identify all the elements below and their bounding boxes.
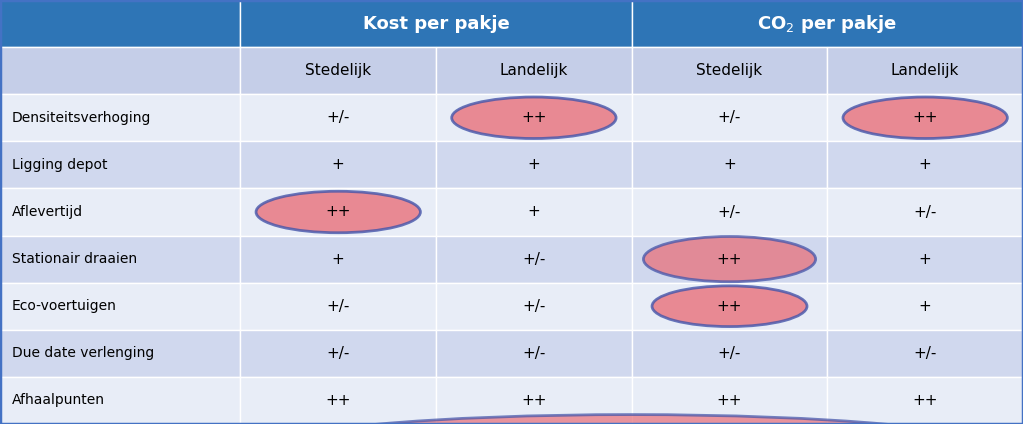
Text: ++: ++ — [717, 251, 743, 267]
Bar — [240, 141, 436, 188]
Text: +/-: +/- — [718, 204, 742, 220]
Text: +/-: +/- — [914, 204, 937, 220]
Bar — [0, 0, 240, 47]
Bar — [240, 0, 631, 47]
Text: +: + — [919, 157, 932, 173]
Bar — [0, 94, 240, 141]
Bar — [828, 330, 1023, 377]
Text: +/-: +/- — [718, 110, 742, 125]
Text: +/-: +/- — [522, 346, 545, 361]
Text: Stedelijk: Stedelijk — [305, 63, 371, 78]
Text: ++: ++ — [521, 110, 546, 125]
Text: +: + — [723, 157, 736, 173]
Ellipse shape — [272, 415, 991, 424]
Bar — [240, 236, 436, 283]
Ellipse shape — [843, 97, 1008, 139]
Bar — [828, 47, 1023, 94]
Bar — [0, 47, 240, 94]
Bar — [828, 141, 1023, 188]
Bar — [240, 283, 436, 330]
Bar — [436, 330, 632, 377]
Text: +: + — [331, 157, 345, 173]
Bar — [631, 377, 828, 424]
Bar — [436, 47, 632, 94]
Text: +/-: +/- — [326, 299, 350, 314]
Text: +: + — [331, 251, 345, 267]
Bar — [240, 377, 436, 424]
Bar — [240, 94, 436, 141]
Bar — [828, 188, 1023, 236]
Bar — [240, 330, 436, 377]
Text: ++: ++ — [717, 299, 743, 314]
Bar — [0, 141, 240, 188]
Bar — [240, 47, 436, 94]
Text: +: + — [528, 157, 540, 173]
Text: ++: ++ — [913, 393, 938, 408]
Bar — [631, 236, 828, 283]
Bar — [436, 236, 632, 283]
Bar — [828, 236, 1023, 283]
Text: +: + — [528, 204, 540, 220]
Text: ++: ++ — [717, 393, 743, 408]
Ellipse shape — [256, 191, 420, 233]
Text: Afhaalpunten: Afhaalpunten — [12, 393, 105, 407]
Text: Landelijk: Landelijk — [891, 63, 960, 78]
Text: ++: ++ — [325, 204, 351, 220]
Text: CO$_2$ per pakje: CO$_2$ per pakje — [757, 13, 897, 34]
Text: +/-: +/- — [718, 346, 742, 361]
Bar — [631, 330, 828, 377]
Text: ++: ++ — [913, 110, 938, 125]
Ellipse shape — [452, 97, 616, 139]
Text: Eco-voertuigen: Eco-voertuigen — [12, 299, 117, 313]
Bar — [631, 283, 828, 330]
Bar — [0, 377, 240, 424]
Ellipse shape — [643, 237, 815, 282]
Text: Landelijk: Landelijk — [499, 63, 568, 78]
Bar — [828, 94, 1023, 141]
Text: ++: ++ — [521, 393, 546, 408]
Bar — [631, 47, 828, 94]
Bar — [436, 188, 632, 236]
Text: +/-: +/- — [522, 299, 545, 314]
Text: +/-: +/- — [326, 346, 350, 361]
Bar — [240, 188, 436, 236]
Bar — [631, 94, 828, 141]
Bar — [828, 377, 1023, 424]
Ellipse shape — [652, 286, 807, 326]
Text: Densiteitsverhoging: Densiteitsverhoging — [12, 111, 151, 125]
Text: +: + — [919, 299, 932, 314]
Text: Ligging depot: Ligging depot — [12, 158, 107, 172]
Bar — [436, 94, 632, 141]
Text: +/-: +/- — [522, 251, 545, 267]
Bar — [631, 188, 828, 236]
Bar — [436, 141, 632, 188]
Text: Kost per pakje: Kost per pakje — [363, 14, 509, 33]
Bar — [631, 141, 828, 188]
Text: ++: ++ — [325, 393, 351, 408]
Bar — [0, 330, 240, 377]
Bar — [0, 188, 240, 236]
Text: Aflevertijd: Aflevertijd — [12, 205, 83, 219]
Bar — [631, 0, 1023, 47]
Bar — [436, 283, 632, 330]
Text: Stedelijk: Stedelijk — [697, 63, 762, 78]
Bar — [436, 377, 632, 424]
Bar — [0, 236, 240, 283]
Text: +/-: +/- — [914, 346, 937, 361]
Text: +: + — [919, 251, 932, 267]
Text: Due date verlenging: Due date verlenging — [12, 346, 154, 360]
Text: +/-: +/- — [326, 110, 350, 125]
Bar — [0, 283, 240, 330]
Text: Stationair draaien: Stationair draaien — [12, 252, 137, 266]
Bar — [828, 283, 1023, 330]
